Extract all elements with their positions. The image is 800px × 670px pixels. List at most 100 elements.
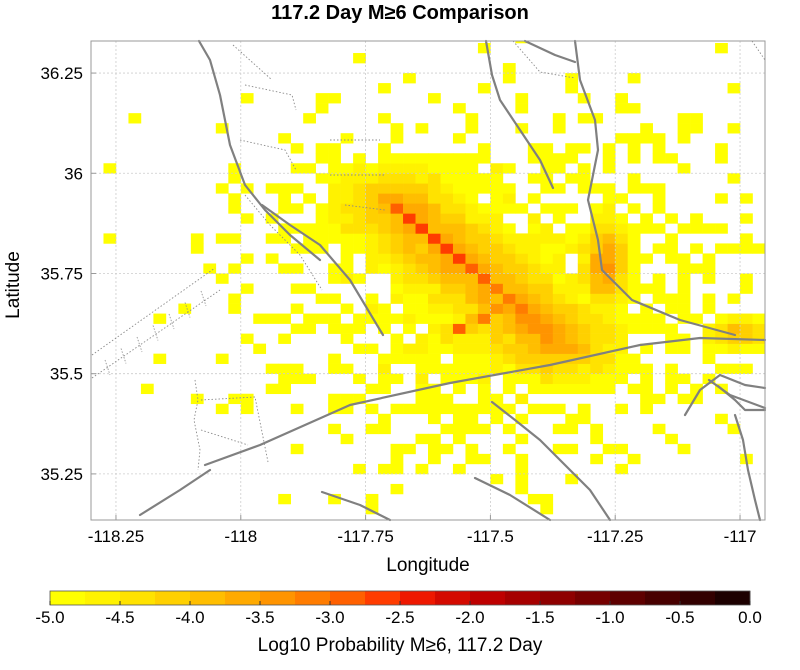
heat-cell — [565, 73, 579, 84]
colorbar-ticks: -5.0 -4.5 -4.0 -3.5 -3.0 -2.5 -2.0 -1.5 -1.0 -0.5… — [35, 601, 762, 627]
heat-cell — [602, 263, 616, 274]
heat-cell — [565, 293, 579, 304]
heat-cell — [452, 383, 466, 395]
heat-cell — [715, 193, 728, 204]
fault-trace-dotted — [104, 359, 111, 376]
heat-cell — [652, 243, 666, 254]
heat-cell — [415, 193, 429, 204]
fault-trace-dotted — [239, 139, 297, 171]
heat-cell — [552, 283, 566, 294]
colorbar-swatch — [505, 591, 541, 605]
heat-cell — [340, 323, 354, 334]
heat-cell — [540, 203, 554, 214]
heat-cell — [715, 323, 728, 334]
heat-cell — [715, 223, 728, 234]
heat-cell — [540, 383, 554, 395]
heat-cell — [465, 203, 479, 214]
heat-cell — [378, 173, 391, 184]
heat-cell — [527, 333, 541, 344]
heat-cell — [540, 263, 554, 274]
heat-cell — [390, 463, 404, 475]
heat-cell — [665, 153, 678, 164]
heat-cell — [452, 183, 466, 194]
heat-cell — [465, 303, 479, 314]
heat-cell — [665, 343, 678, 354]
heat-cell — [403, 253, 416, 264]
heat-cell — [415, 463, 429, 475]
heat-cell — [690, 113, 703, 124]
heat-cell — [403, 403, 416, 415]
heat-cell — [415, 273, 429, 284]
heat-cell — [465, 293, 479, 304]
heat-cell — [403, 353, 416, 364]
heat-cell — [552, 203, 566, 214]
heat-cell — [490, 183, 504, 194]
heat-cell — [415, 403, 429, 415]
heat-cell — [465, 253, 479, 264]
heat-cell — [502, 193, 516, 204]
heat-cell — [415, 373, 429, 385]
heat-cell — [428, 453, 441, 465]
x-tick-label: -117.5 — [467, 527, 514, 546]
heat-cell — [490, 303, 504, 314]
heat-cell — [378, 253, 391, 264]
heat-cell — [390, 403, 404, 415]
heat-cell — [415, 123, 429, 134]
heat-cell — [640, 303, 653, 314]
heat-cell — [428, 173, 441, 184]
heat-cell — [627, 453, 641, 465]
heat-cell — [290, 363, 304, 374]
heat-cell — [515, 433, 529, 445]
heat-cell — [353, 343, 366, 354]
heat-cell — [590, 303, 604, 314]
heat-cell — [378, 153, 391, 164]
heat-cell — [415, 173, 429, 184]
heat-cell — [552, 333, 566, 344]
heat-cell — [502, 203, 516, 214]
heat-cell — [565, 313, 579, 324]
heat-cell — [515, 303, 529, 314]
heat-cell — [602, 383, 616, 395]
heat-cell — [690, 393, 703, 405]
heat-cell — [502, 343, 516, 354]
heat-cell — [502, 423, 516, 435]
heat-cell — [552, 443, 566, 455]
heat-cell — [353, 323, 366, 334]
heat-cell — [490, 193, 504, 204]
heat-cell — [602, 223, 616, 234]
heat-cell — [215, 353, 229, 364]
colorbar-swatch — [400, 591, 436, 605]
heat-cell — [602, 193, 616, 204]
heat-cell — [428, 223, 441, 234]
heat-cell — [353, 313, 366, 324]
heat-cell — [465, 343, 479, 354]
heat-cell — [577, 353, 591, 364]
heat-cell — [465, 173, 479, 184]
heat-cell — [365, 223, 379, 234]
colorbar-swatch — [610, 591, 646, 605]
heat-cell — [415, 213, 429, 224]
heat-cell — [378, 203, 391, 214]
heat-cell — [590, 323, 604, 334]
heat-cell — [415, 343, 429, 354]
heat-cell — [590, 223, 604, 234]
heat-cell — [452, 103, 466, 114]
heat-cell — [340, 213, 354, 224]
heat-cell — [428, 243, 441, 254]
colorbar-tick-label: -5.0 — [35, 608, 64, 627]
heat-cell — [415, 393, 429, 405]
heat-cell — [565, 203, 579, 214]
heat-cell — [515, 323, 529, 334]
heat-cell — [477, 313, 491, 324]
heat-cell — [440, 423, 454, 435]
colorbar-tick-label: -1.0 — [595, 608, 624, 627]
heat-cell — [290, 243, 304, 254]
heat-cell — [440, 403, 454, 415]
heat-cell — [527, 403, 541, 415]
heat-cell — [677, 223, 691, 234]
heat-cell — [515, 483, 529, 495]
heat-cell — [590, 273, 604, 284]
heat-cell — [527, 233, 541, 244]
heat-cell — [602, 283, 616, 294]
heat-cell — [290, 263, 304, 274]
